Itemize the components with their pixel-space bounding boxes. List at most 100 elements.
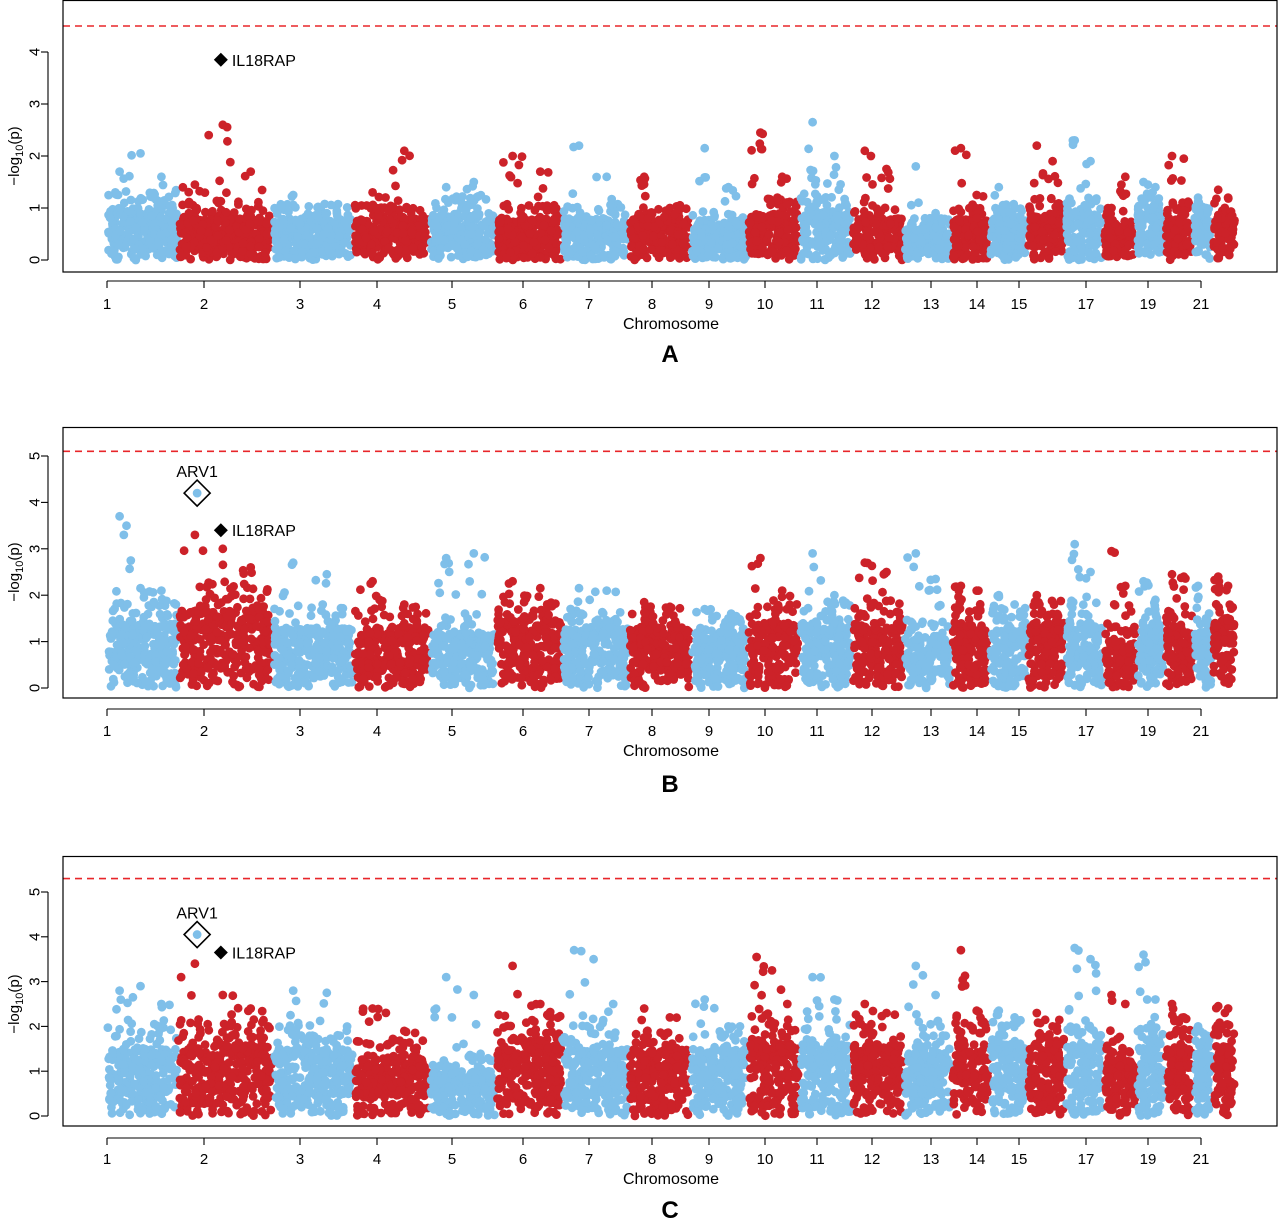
point [639,179,649,189]
point [602,220,611,230]
chromosome-19-points [1133,177,1167,259]
x-tick-label: 19 [1140,296,1157,313]
point [124,228,133,238]
point [221,207,231,217]
point [225,607,235,617]
point [420,232,430,242]
chromosome-10-points [744,128,803,264]
point [1184,199,1194,208]
point [1016,243,1026,253]
point [773,193,782,203]
point [238,239,248,248]
point [334,231,344,241]
point [810,180,820,189]
point [495,218,505,227]
point [1210,198,1219,208]
point [502,253,511,263]
point [1064,237,1074,247]
point [415,250,425,259]
x-tick-label: 7 [585,296,593,313]
point [114,240,124,250]
point [747,145,756,155]
point [964,230,973,240]
chromosome-18-points [1100,172,1139,262]
point [368,248,377,258]
point [297,246,307,256]
point [127,616,137,626]
point [1025,233,1035,243]
point [124,671,134,680]
point [461,204,471,214]
point [151,657,161,666]
point [525,229,535,238]
point [804,144,813,154]
x-tick-label: 13 [923,296,940,313]
point [823,179,832,188]
point [836,235,846,245]
point [886,219,895,229]
point [162,677,172,687]
point [643,221,653,231]
point [739,251,748,261]
point [692,246,702,256]
point [350,200,360,210]
point [221,236,231,245]
point [539,220,549,230]
point [527,215,537,225]
point [433,234,443,244]
point [212,248,222,258]
point [840,194,849,204]
point [222,122,232,132]
point [1037,227,1047,237]
point [721,184,731,193]
point [564,247,574,256]
point [517,152,527,162]
point [432,203,441,213]
point [1009,204,1019,214]
point [466,246,476,256]
point [1126,217,1136,227]
point [883,184,893,193]
point [466,213,476,223]
point [136,193,146,203]
point [184,187,194,197]
point [866,151,876,161]
point [902,253,912,263]
chromosome-9-points [688,143,751,264]
chromosome-7-points [559,141,632,265]
point [1117,180,1126,190]
peak-point [1048,156,1057,166]
point [777,251,786,260]
point [1047,215,1057,225]
point [245,219,255,229]
point [568,189,578,199]
point [369,226,379,236]
point [169,599,179,608]
point [381,193,390,202]
point [1082,159,1091,169]
point [884,233,894,242]
point [1148,213,1158,223]
point [906,200,916,210]
point [462,184,472,194]
point [141,251,151,261]
point [593,230,602,240]
point [1174,218,1184,228]
point [591,242,600,252]
point [543,168,553,177]
point [972,213,982,223]
point [1151,223,1161,233]
point [725,253,735,263]
point [527,249,537,258]
point [1193,197,1203,207]
point [436,245,445,255]
point [688,210,698,220]
point [286,224,296,233]
point [311,210,321,220]
x-tick-label: 5 [448,296,456,313]
point [170,239,180,249]
point [494,234,504,244]
point [841,210,850,220]
point [127,150,136,160]
point [1148,188,1157,197]
